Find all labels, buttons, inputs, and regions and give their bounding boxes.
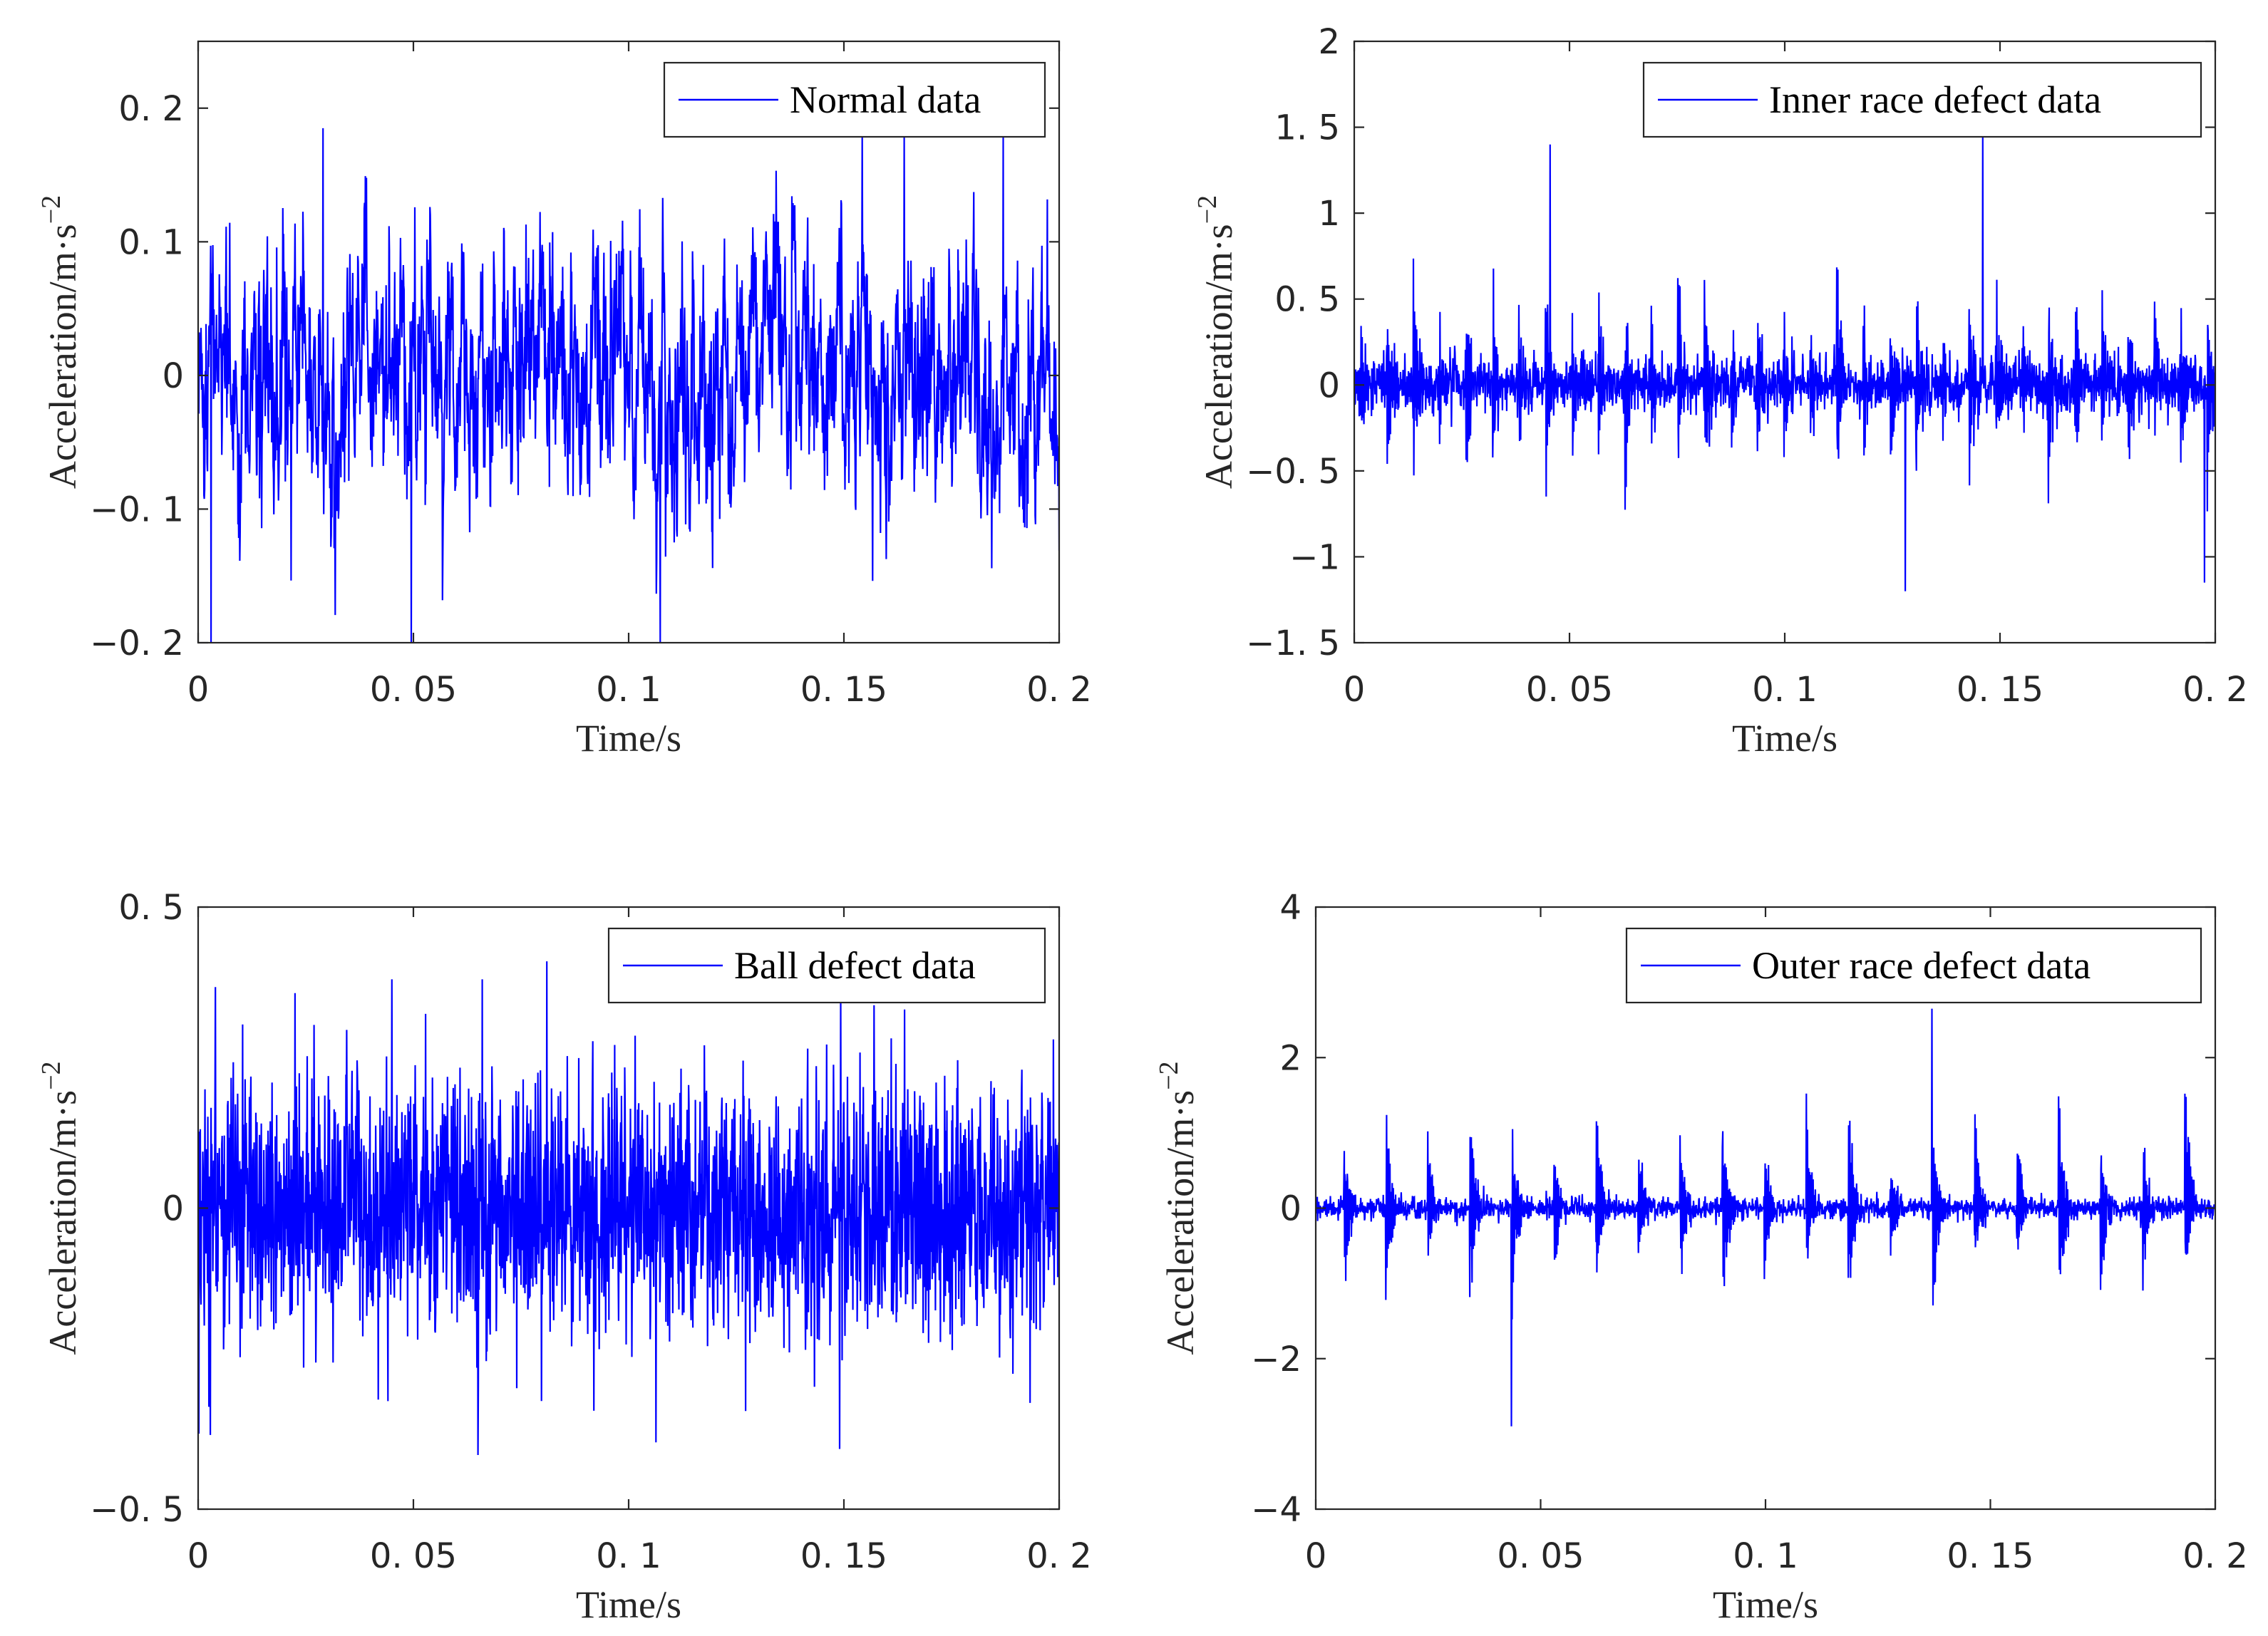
legend-label: Ball defect data (734, 944, 976, 987)
y-tick-label: 0 (1318, 366, 1340, 405)
y-axis-label: Acceleration/m·s−2 (1192, 195, 1240, 489)
x-tick-label: 0. 2 (1026, 670, 1092, 710)
y-tick-label: 0. 2 (118, 89, 184, 129)
y-tick-label: −2 (1251, 1340, 1301, 1379)
y-tick-label: 1. 5 (1274, 108, 1340, 148)
y-tick-label: 2 (1279, 1038, 1301, 1078)
x-tick-label: 0 (1344, 670, 1366, 710)
y-tick-label: −0. 1 (90, 490, 184, 529)
legend-label: Normal data (790, 78, 981, 121)
x-tick-label: 0. 05 (370, 670, 457, 710)
y-tick-label: −1 (1289, 537, 1340, 577)
x-tick-label: 0. 05 (1497, 1536, 1584, 1576)
legend-label: Outer race defect data (1752, 944, 2091, 987)
y-tick-label: 0 (162, 1189, 184, 1229)
x-tick-label: 0 (187, 670, 210, 710)
y-tick-label: 0 (1279, 1189, 1301, 1229)
x-tick-label: 0 (187, 1536, 210, 1576)
y-tick-label: −0. 2 (90, 623, 184, 663)
y-axis-label: Acceleration/m·s−2 (36, 195, 84, 489)
y-tick-label: 4 (1279, 888, 1301, 928)
y-axis-label: Acceleration/m·s−2 (36, 1061, 84, 1355)
y-tick-label: −0. 5 (1246, 452, 1340, 492)
x-tick-label: 0. 05 (370, 1536, 457, 1576)
chart-panel-1: 0 0. 05 0. 1 0. 15 0. 2 −0. 2 −0. 1 0 0. 1 0. 2 Ti… (36, 40, 1092, 760)
x-axis-label: Time/s (1713, 1583, 1818, 1626)
y-tick-label: −4 (1251, 1490, 1301, 1530)
x-axis-label: Time/s (1732, 717, 1837, 760)
y-tick-label: 0 (162, 356, 184, 396)
x-tick-label: 0. 1 (596, 670, 661, 710)
y-tick-label: 2 (1318, 22, 1340, 62)
y-tick-label: 0. 1 (118, 222, 184, 262)
x-tick-label: 0 (1305, 1536, 1327, 1576)
x-tick-label: 0. 2 (2182, 670, 2248, 710)
series-line-1-1 (198, 128, 1059, 643)
y-tick-label: −0. 5 (90, 1490, 184, 1530)
chart-panel-3: 0 0. 05 0. 1 0. 15 0. 2−0. 500. 5Time/sAccel… (36, 888, 1092, 1626)
y-tick-label: −1. 5 (1246, 623, 1340, 663)
series-line-3-1 (198, 961, 1059, 1456)
x-axis-label: Time/s (576, 1583, 681, 1626)
series-line-2-1 (1354, 135, 2215, 591)
series-line-4-1 (1316, 1008, 2215, 1427)
y-axis-label: Acceleration/m·s−2 (1154, 1061, 1202, 1355)
x-tick-label: 0. 2 (1026, 1536, 1092, 1576)
y-tick-label: 0. 5 (1274, 280, 1340, 320)
x-tick-label: 0. 2 (2182, 1536, 2248, 1576)
x-tick-label: 0. 15 (1947, 1536, 2034, 1576)
y-tick-label: 0. 5 (118, 888, 184, 928)
chart-panel-4: 0 0. 05 0. 1 0. 15 0. 2 −4 −2 0 2 4 Time/s Accelera… (1154, 888, 2248, 1626)
x-tick-label: 0. 1 (596, 1536, 661, 1576)
legend-label: Inner race defect data (1769, 78, 2101, 121)
x-tick-label: 0. 15 (1957, 670, 2043, 710)
x-tick-label: 0. 1 (1752, 670, 1818, 710)
x-tick-label: 0. 1 (1733, 1536, 1798, 1576)
x-tick-label: 0. 15 (800, 670, 887, 710)
y-tick-label: 1 (1318, 194, 1340, 234)
x-tick-label: 0. 15 (800, 1536, 887, 1576)
chart-panel-2: 0 0. 05 0. 1 0. 15 0. 2 −1. 5 −1 −0. 5 0 0. 5 1 1. … (1192, 22, 2248, 760)
x-axis-label: Time/s (576, 717, 681, 760)
x-tick-label: 0. 05 (1526, 670, 1613, 710)
